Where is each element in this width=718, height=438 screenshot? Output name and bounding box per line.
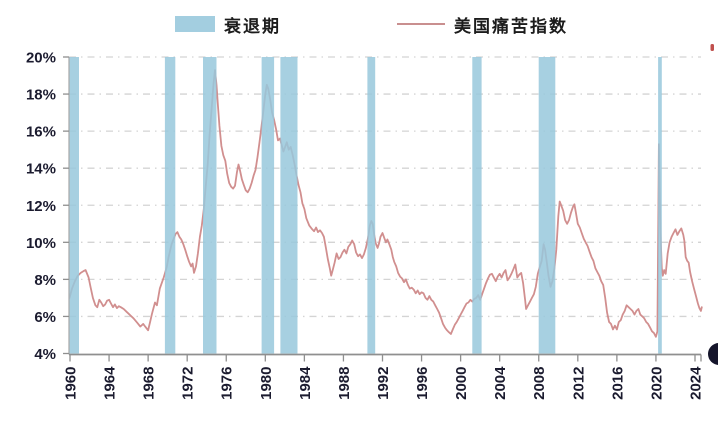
x-tick-label: 1976 xyxy=(219,367,236,400)
x-tick-label: 2020 xyxy=(648,367,665,400)
x-tick-label: 1984 xyxy=(297,366,314,400)
recession-band xyxy=(367,57,376,354)
recession-band xyxy=(472,57,482,354)
legend-item-misery-index: 美国痛苦指数 xyxy=(397,8,568,40)
x-tick-label: 1996 xyxy=(414,367,431,400)
clipped-red-mark xyxy=(710,44,714,51)
y-tick-label: 16% xyxy=(26,124,56,141)
x-tick-label: 2004 xyxy=(492,366,509,400)
y-tick-label: 10% xyxy=(26,235,56,252)
y-tick-label: 6% xyxy=(34,309,56,326)
recession-band xyxy=(280,57,298,354)
misery-index-line xyxy=(68,69,703,338)
x-tick-label: 1972 xyxy=(180,367,197,400)
x-tick-label: 2008 xyxy=(531,367,548,400)
recession-band xyxy=(69,57,79,354)
recession-band-swatch xyxy=(175,16,215,32)
legend-item-recession: 衰退期 xyxy=(175,8,281,40)
y-tick-label: 12% xyxy=(26,198,56,215)
x-tick-label: 1980 xyxy=(258,367,275,400)
x-tick-label: 2016 xyxy=(609,367,626,400)
recession-legend-label: 衰退期 xyxy=(224,16,281,36)
recession-band xyxy=(261,57,275,354)
recession-band xyxy=(658,57,662,354)
misery-index-line-swatch xyxy=(397,23,445,25)
recession-band xyxy=(538,57,556,354)
misery-index-legend-label: 美国痛苦指数 xyxy=(454,16,568,36)
x-tick-label: 2000 xyxy=(453,367,470,400)
y-tick-label: 4% xyxy=(34,346,56,363)
x-tick-label: 1988 xyxy=(336,367,353,400)
x-tick-label: 2024 xyxy=(687,366,704,400)
clipped-dark-circle xyxy=(708,343,718,365)
recession-band xyxy=(203,57,217,354)
x-tick-label: 1968 xyxy=(141,367,158,400)
x-tick-label: 1964 xyxy=(102,366,119,400)
y-tick-label: 18% xyxy=(26,87,56,104)
y-tick-label: 20% xyxy=(26,50,56,67)
y-tick-label: 14% xyxy=(26,161,56,178)
legend: 衰退期 美国痛苦指数 xyxy=(0,8,718,40)
x-tick-label: 2012 xyxy=(570,367,587,400)
y-tick-label: 8% xyxy=(34,272,56,289)
recession-band xyxy=(164,57,176,354)
x-tick-label: 1960 xyxy=(63,367,80,400)
x-tick-label: 1992 xyxy=(375,367,392,400)
